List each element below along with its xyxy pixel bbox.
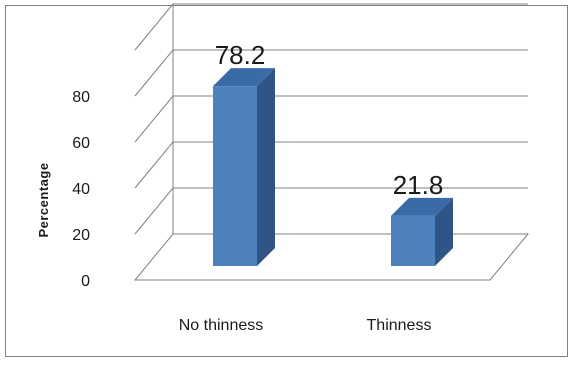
- bars: [213, 68, 453, 266]
- bar-side: [257, 68, 275, 266]
- chart-floor: [133, 233, 530, 281]
- data-label: 21.8: [393, 170, 444, 200]
- chart-border: [5, 5, 568, 357]
- y-tick-label: 20: [72, 227, 90, 244]
- bar: [391, 215, 435, 266]
- category-label: No thinness: [179, 317, 264, 334]
- data-label: 78.2: [215, 40, 266, 70]
- bar-side: [435, 197, 453, 266]
- y-axis-ticks: 0 20 40 60 80: [72, 89, 90, 290]
- gridline: [134, 49, 528, 97]
- gridline: [134, 187, 528, 235]
- y-axis-label: Percentage: [36, 162, 51, 237]
- gridline: [134, 3, 528, 51]
- bar: [213, 86, 257, 266]
- category-labels: No thinness Thinness: [179, 317, 432, 334]
- y-tick-label: 0: [81, 273, 90, 290]
- bar-top: [213, 68, 275, 87]
- y-tick-label: 40: [72, 181, 90, 198]
- data-labels: 78.2 21.8: [215, 40, 444, 200]
- bar-top: [391, 197, 453, 216]
- category-label: Thinness: [367, 317, 432, 334]
- y-tick-label: 80: [72, 89, 90, 106]
- gridline: [134, 95, 528, 143]
- gridlines: [134, 3, 528, 235]
- y-tick-label: 60: [72, 135, 90, 152]
- gridline: [134, 141, 528, 189]
